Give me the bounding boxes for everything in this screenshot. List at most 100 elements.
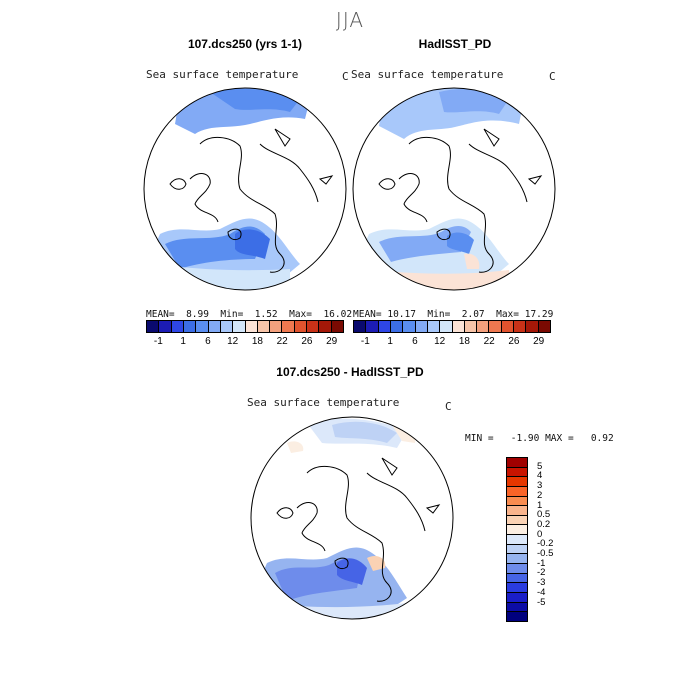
left-colorbar-swatch <box>233 321 246 332</box>
left-colorbar-swatch <box>270 321 283 332</box>
diff-map-minmax: MIN = -1.90 MAX = 0.92 <box>465 433 614 444</box>
left-colorbar-swatch <box>183 321 197 332</box>
right-colorbar-swatch <box>514 321 527 332</box>
diff-map-variable-label: Sea surface temperature <box>247 396 400 409</box>
diff-colorbar-swatch <box>507 573 527 584</box>
right-colorbar-swatch <box>390 321 404 332</box>
right-colorbar-swatch <box>489 321 502 332</box>
diff-colorbar-tick-label: -1 <box>537 557 546 569</box>
right-colorbar-tick-label: 18 <box>458 336 470 347</box>
diff-colorbar-swatch <box>507 486 527 497</box>
left-colorbar-swatch <box>220 321 234 332</box>
right-colorbar-swatch <box>538 321 550 332</box>
right-colorbar-tick-label: 1 <box>387 336 393 347</box>
diff-colorbar-tick-label: -0.2 <box>537 538 554 550</box>
left-map-title: 107.dcs250 (yrs 1-1) <box>187 37 303 51</box>
diff-colorbar-swatch <box>507 506 527 516</box>
diff-colorbar-tick-label: -0.5 <box>537 548 554 560</box>
diff-colorbar-tick-label: 2 <box>537 489 543 501</box>
left-colorbar-swatch <box>319 321 332 332</box>
diff-colorbar-tick-label: 0.5 <box>537 509 551 521</box>
left-map-variable-label: Sea surface temperature <box>146 68 299 81</box>
diff-colorbar-swatch <box>507 525 527 536</box>
right-map-polar-plot <box>352 87 556 291</box>
diff-colorbar-swatch <box>507 544 527 555</box>
right-mean-label: MEAN= <box>353 309 382 320</box>
right-map-title: HadISST_PD <box>418 37 492 51</box>
diff-colorbar-tick-label: 0 <box>537 528 543 540</box>
right-colorbar-swatch <box>354 321 367 332</box>
right-colorbar-swatch <box>427 321 441 332</box>
right-mean-value: 10.17 <box>387 309 416 320</box>
diff-map-unit-label: C <box>445 400 452 413</box>
left-colorbar-swatch <box>307 321 320 332</box>
right-colorbar-swatch <box>415 321 428 332</box>
right-colorbar-swatch <box>464 321 478 332</box>
left-max-label: Max= <box>289 309 312 320</box>
right-map-variable-label: Sea surface temperature <box>351 68 504 81</box>
right-colorbar-tick-label: 26 <box>508 336 520 347</box>
diff-colorbar-swatch <box>507 612 527 621</box>
diff-colorbar-swatch <box>507 602 527 613</box>
diff-colorbar-swatch <box>507 477 527 487</box>
diff-colorbar-swatch <box>507 583 527 593</box>
left-colorbar-swatch <box>159 321 172 332</box>
left-mean-label: MEAN= <box>146 309 175 320</box>
left-min-label: Min= <box>220 309 244 320</box>
left-colorbar <box>146 320 344 333</box>
right-colorbar-swatch <box>378 321 391 332</box>
right-colorbar-tick-label: 29 <box>533 336 545 347</box>
left-colorbar-tick-label: 12 <box>227 336 239 347</box>
diff-map-polar-plot <box>250 416 454 620</box>
right-colorbar-swatch <box>403 321 416 332</box>
right-colorbar-swatch <box>440 321 453 332</box>
diff-colorbar-swatch <box>507 458 527 468</box>
right-colorbar-swatch <box>526 321 539 332</box>
right-min-value: 2.07 <box>461 309 485 320</box>
right-colorbar-ticks: -1 1 6 12 18 22 26 29 <box>353 336 551 348</box>
left-mean-value: 8.99 <box>186 309 209 320</box>
right-map-stats: MEAN= 10.17 Min= 2.07 Max= 17.29 <box>353 309 553 320</box>
left-colorbar-swatch <box>245 321 258 332</box>
left-colorbar-swatch <box>294 321 308 332</box>
right-colorbar-tick-label: 22 <box>483 336 495 347</box>
left-colorbar-tick-label: 22 <box>276 336 288 347</box>
right-max-label: Max= <box>496 309 519 320</box>
season-title: JJA <box>335 8 365 32</box>
right-max-value: 17.29 <box>524 309 554 320</box>
diff-colorbar-tick-label: -2 <box>537 567 546 579</box>
diff-colorbar-swatch <box>507 515 527 526</box>
diff-colorbar-tick-label: 0.2 <box>537 518 551 530</box>
right-colorbar-swatch <box>452 321 465 332</box>
right-colorbar-tick-label: 6 <box>412 336 418 347</box>
diff-colorbar-swatch <box>507 535 527 545</box>
right-colorbar-swatch <box>366 321 379 332</box>
diff-colorbar-tick-label: -5 <box>537 596 546 608</box>
left-map-unit-label: C <box>342 70 349 83</box>
left-max-value: 16.02 <box>323 309 353 320</box>
left-colorbar-swatch <box>147 321 160 332</box>
diff-colorbar-tick-label: 1 <box>537 499 543 511</box>
diff-colorbar-tick-label: 5 <box>537 460 543 472</box>
diff-colorbar-tick-label: -3 <box>537 577 546 589</box>
right-colorbar-tick-label: 12 <box>434 336 446 347</box>
left-colorbar-swatch <box>331 321 343 332</box>
diff-colorbar-swatch <box>507 467 527 478</box>
diff-colorbar-swatch <box>507 564 527 574</box>
right-colorbar-swatch <box>501 321 515 332</box>
diff-colorbar-tick-label: 3 <box>537 480 543 492</box>
left-colorbar-ticks: -1 1 6 12 18 22 26 29 <box>146 336 344 348</box>
diff-colorbar-tick-label: -4 <box>537 586 546 598</box>
right-colorbar-tick-label: -1 <box>360 336 370 347</box>
diff-colorbar-swatch <box>507 592 527 603</box>
left-colorbar-tick-label: 18 <box>251 336 263 347</box>
left-colorbar-tick-label: 26 <box>301 336 313 347</box>
left-colorbar-tick-label: 6 <box>205 336 211 347</box>
right-min-label: Min= <box>427 309 451 320</box>
diff-colorbar-tick-label: 4 <box>537 470 543 482</box>
left-colorbar-swatch <box>171 321 184 332</box>
right-colorbar <box>353 320 551 333</box>
left-colorbar-tick-label: 29 <box>326 336 338 347</box>
left-min-value: 1.52 <box>254 309 278 320</box>
left-colorbar-swatch <box>196 321 209 332</box>
